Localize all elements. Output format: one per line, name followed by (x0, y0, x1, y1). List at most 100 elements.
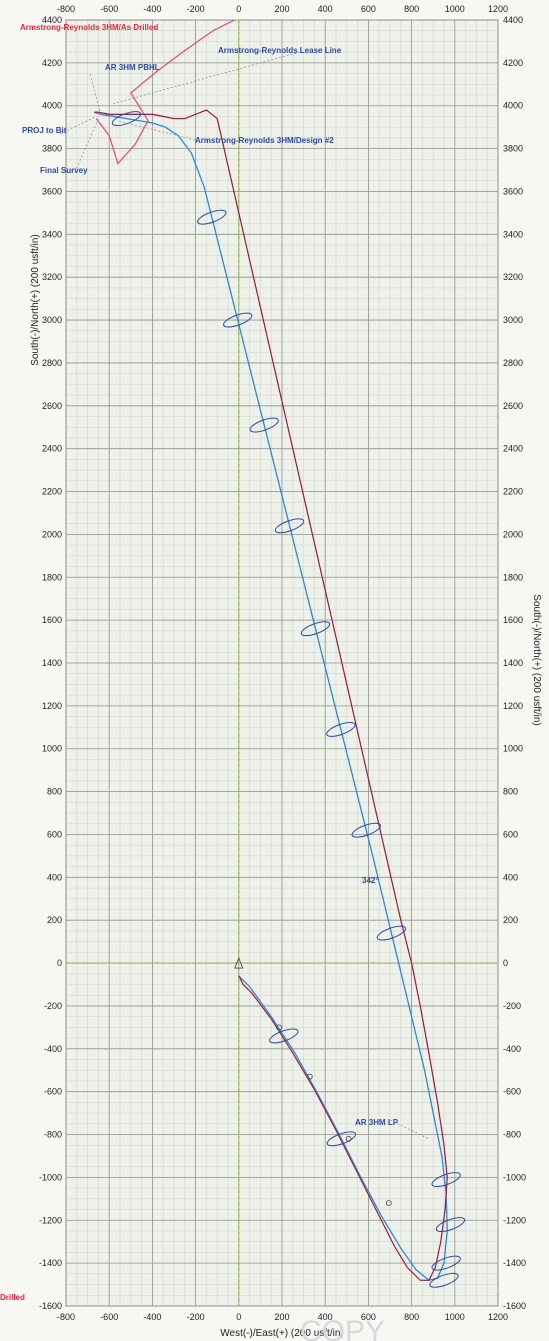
x-tick-label-bottom: 600 (361, 1312, 376, 1322)
y-tick-label-right: 4200 (503, 58, 523, 68)
uncertainty-ellipse (274, 518, 305, 534)
annotation-label: Final Survey (40, 166, 88, 175)
y-tick-label-left: 3400 (42, 229, 62, 239)
y-tick-label-right: -1000 (503, 1172, 526, 1182)
x-tick-label-bottom: 200 (274, 1312, 289, 1322)
y-tick-label-left: 800 (47, 787, 62, 797)
survey-marker (306, 1073, 313, 1080)
y-tick-label-left: 1200 (42, 701, 62, 711)
y-tick-label-left: 1800 (42, 572, 62, 582)
y-tick-label-left: 4200 (42, 58, 62, 68)
annotation-leader (389, 1119, 430, 1140)
x-tick-label-bottom: -600 (100, 1312, 118, 1322)
x-tick-label-top: 200 (274, 4, 289, 14)
uncertainty-ellipse (223, 312, 253, 328)
annotation-label: Armstrong-Reynolds 3HM/As Drilled (20, 23, 158, 32)
y-tick-label-left: 0 (57, 958, 62, 968)
y-ticks-right: 4400420040003800360034003200300028002600… (503, 15, 526, 1311)
y-tick-label-right: -400 (503, 1044, 521, 1054)
y-tick-label-left: -600 (44, 1087, 62, 1097)
y-tick-label-left: -1000 (39, 1172, 62, 1182)
y-tick-label-right: 200 (503, 915, 518, 925)
uncertainty-ellipse (326, 1131, 357, 1147)
annotations: Armstrong-Reynolds 3HM/As Drilled AR 3HM … (0, 23, 430, 1302)
survey-marker (345, 1135, 352, 1142)
y-tick-label-right: 2200 (503, 487, 523, 497)
y-tick-label-left: 1000 (42, 744, 62, 754)
y-tick-label-right: 3000 (503, 315, 523, 325)
x-tick-label-top: -800 (57, 4, 75, 14)
annotation-leader (117, 120, 196, 141)
y-tick-label-left: 1400 (42, 658, 62, 668)
uncertainty-ellipse (435, 1217, 466, 1233)
annotation-label: Drilled (0, 1293, 25, 1302)
y-tick-label-right: 1600 (503, 615, 523, 625)
x-tick-label-bottom: 0 (236, 1312, 241, 1322)
x-tick-label-top: 600 (361, 4, 376, 14)
y-tick-label-left: 4000 (42, 101, 62, 111)
y-tick-label-left: 2600 (42, 401, 62, 411)
y-tick-label-right: 3600 (503, 186, 523, 196)
y-tick-label-right: -1600 (503, 1301, 526, 1311)
annotation-label: 342° (362, 876, 379, 885)
x-tick-label-top: -600 (100, 4, 118, 14)
x-ticks-top: -800 -600 -400 -200 0 200 400 600 800 1000 1200 (57, 4, 508, 14)
annotation-leader (113, 51, 301, 104)
watermark: COPY (300, 1315, 385, 1341)
y-axis-label-right: South(-)/North(+) (200 usft/in) (531, 594, 542, 725)
x-tick-label-top: 400 (318, 4, 333, 14)
uncertainty-ellipse (376, 925, 407, 941)
x-tick-label-top: -400 (143, 4, 161, 14)
y-tick-label-left: -1600 (39, 1301, 62, 1311)
annotation-leader (89, 73, 101, 115)
annotation-label: AR 3HM PBHL (105, 63, 160, 72)
zero-lines (66, 20, 498, 1306)
y-tick-label-right: 2800 (503, 358, 523, 368)
survey-marker (276, 1024, 282, 1031)
y-tick-label-right: 3400 (503, 229, 523, 239)
y-tick-label-right: 1000 (503, 744, 523, 754)
survey-marker (385, 1200, 392, 1207)
y-tick-label-left: 200 (47, 915, 62, 925)
y-tick-label-left: 400 (47, 872, 62, 882)
y-tick-label-left: 1600 (42, 615, 62, 625)
uncertainty-ellipse (269, 1028, 299, 1044)
annotation-label: PROJ to Bit (22, 126, 67, 135)
annotation-label: Armstrong-Reynolds Lease Line (218, 46, 342, 55)
uncertainty-ellipse (351, 822, 381, 838)
y-tick-label-left: 600 (47, 829, 62, 839)
uncertainty-ellipse (431, 1172, 461, 1188)
surface-location-marker (234, 956, 244, 969)
x-tick-label-bottom: 1000 (445, 1312, 465, 1322)
y-tick-label-right: 1400 (503, 658, 523, 668)
annotation-label: Armstrong-Reynolds 3HM/Design #2 (195, 136, 334, 145)
y-tick-label-left: 2000 (42, 529, 62, 539)
y-tick-label-right: 400 (503, 872, 518, 882)
annotation-leader (74, 118, 99, 173)
y-tick-label-right: -600 (503, 1087, 521, 1097)
y-tick-label-left: 3800 (42, 144, 62, 154)
x-tick-label-top: 1000 (445, 4, 465, 14)
y-tick-label-right: 2600 (503, 401, 523, 411)
y-tick-label-left: 2200 (42, 487, 62, 497)
y-tick-label-right: 1800 (503, 572, 523, 582)
y-tick-label-left: 3200 (42, 272, 62, 282)
y-tick-label-left: 4400 (42, 15, 62, 25)
y-ticks-left: 4400420040003800360034003200300028002600… (39, 15, 62, 1311)
y-tick-label-left: 2400 (42, 444, 62, 454)
y-tick-label-left: -1400 (39, 1258, 62, 1268)
y-axis-label-left: South(-)/North(+) (200 usft/in) (30, 234, 41, 365)
y-tick-label-right: 3200 (503, 272, 523, 282)
x-tick-label-top: 1200 (488, 4, 508, 14)
series-line-design (93, 111, 448, 1281)
uncertainty-ellipse (197, 209, 227, 225)
uncertainty-ellipse (429, 1272, 459, 1288)
uncertainty-ellipse (249, 417, 279, 433)
y-tick-label-right: 800 (503, 787, 518, 797)
uncertainty-ellipse (431, 1255, 461, 1271)
x-tick-label-bottom: -800 (57, 1312, 75, 1322)
y-tick-label-right: 0 (503, 958, 508, 968)
y-tick-label-left: 2800 (42, 358, 62, 368)
y-tick-label-left: 3600 (42, 186, 62, 196)
uncertainty-ellipse (300, 621, 331, 637)
